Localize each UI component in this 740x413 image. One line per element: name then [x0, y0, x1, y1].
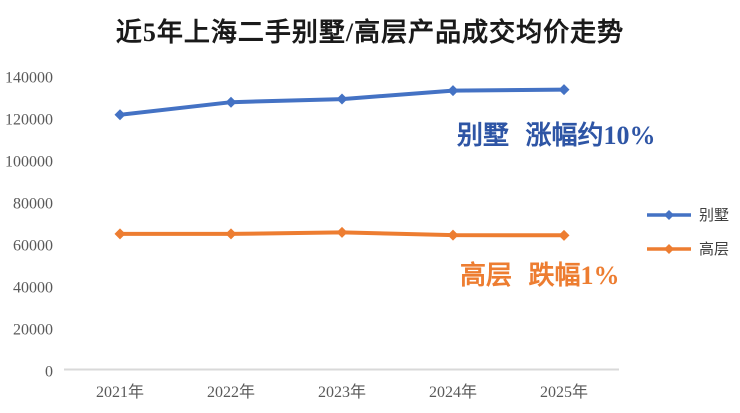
annotation-highrise-change: 高层 跌幅1%: [460, 261, 620, 290]
villa-data-point-marker: [558, 84, 570, 96]
x-tick-label: 2023年: [318, 383, 366, 401]
villa-data-point-marker: [114, 109, 126, 121]
highrise-data-point-marker: [336, 226, 348, 238]
legend: 别墅 高层: [646, 204, 729, 259]
y-tick-label: 80000: [13, 196, 53, 213]
y-tick-label: 140000: [5, 70, 53, 87]
x-tick-label: 2021年: [96, 383, 144, 401]
x-tick-label: 2022年: [207, 383, 255, 401]
y-tick-label: 60000: [13, 238, 53, 255]
legend-item-highrise: 高层: [646, 238, 729, 259]
y-tick-label: 0: [45, 364, 53, 381]
villa-line-marker-icon: [647, 209, 691, 220]
y-tick-label: 120000: [5, 112, 53, 129]
x-tick-label: 2025年: [540, 383, 588, 401]
highrise-data-point-marker: [114, 228, 126, 240]
highrise-data-point-marker: [558, 229, 570, 241]
highrise-line-marker-icon: [647, 243, 691, 254]
y-tick-label: 20000: [13, 322, 53, 339]
villa-data-point-marker: [225, 96, 237, 108]
legend-label-highrise: 高层: [699, 242, 730, 258]
y-tick-label: 40000: [13, 280, 53, 297]
highrise-data-point-marker: [225, 228, 237, 240]
villa-data-point-marker: [447, 85, 459, 97]
x-tick-label: 2024年: [429, 383, 477, 401]
legend-label-villa: 别墅: [699, 208, 730, 224]
annotation-villa-change: 别墅 涨幅约10%: [457, 121, 656, 150]
y-tick-label: 100000: [5, 154, 53, 171]
highrise-data-point-marker: [447, 229, 459, 241]
villa-data-point-marker: [336, 93, 348, 105]
legend-item-villa: 别墅: [646, 204, 729, 225]
chart-title: 近5年上海二手别墅/高层产品成交均价走势: [115, 18, 625, 47]
